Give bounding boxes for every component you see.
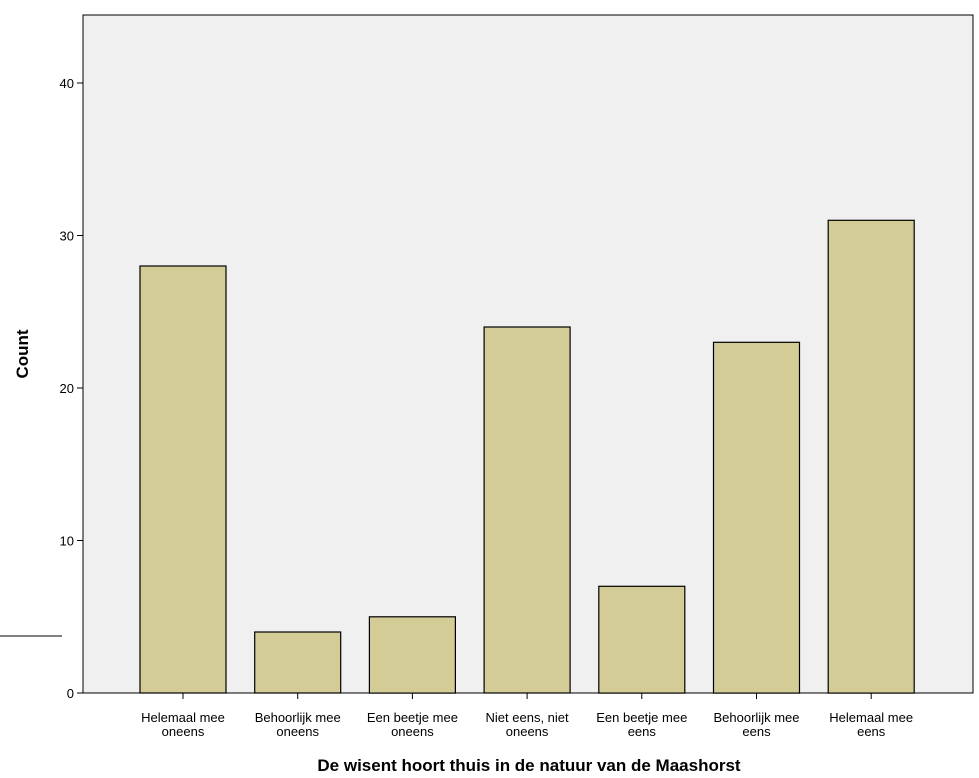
x-tick-label-line: Behoorlijk mee bbox=[255, 710, 341, 725]
bar bbox=[483, 326, 571, 694]
x-tick-label: Helemaal mee oneens bbox=[141, 710, 225, 739]
y-tick-label: 40 bbox=[60, 76, 74, 91]
x-tick-label-line: oneens bbox=[162, 724, 205, 739]
y-axis-title: Count bbox=[13, 329, 32, 378]
y-tick-label: 10 bbox=[60, 534, 74, 549]
bar bbox=[254, 631, 342, 694]
x-axis-title: De wisent hoort thuis in de natuur van d… bbox=[317, 756, 741, 775]
bar bbox=[139, 265, 227, 694]
y-tick-label: 20 bbox=[60, 381, 74, 396]
x-tick-label-line: eens bbox=[857, 724, 886, 739]
x-tick-label: Helemaal mee eens bbox=[829, 710, 913, 739]
x-tick-label: Niet eens, niet oneens bbox=[486, 710, 569, 739]
y-axis: 0 10 20 30 40 bbox=[60, 76, 83, 701]
bar bbox=[712, 341, 801, 694]
bar bbox=[598, 585, 686, 694]
y-tick-label: 30 bbox=[60, 229, 74, 244]
bar bbox=[368, 616, 456, 694]
x-tick-label-line: Een beetje mee bbox=[596, 710, 687, 725]
x-tick-label-line: oneens bbox=[506, 724, 549, 739]
x-tick-label-line: oneens bbox=[276, 724, 319, 739]
x-tick-label-line: eens bbox=[742, 724, 771, 739]
bars-group bbox=[139, 219, 915, 694]
bar bbox=[827, 219, 915, 694]
x-tick-label: Een beetje mee eens bbox=[596, 710, 687, 739]
x-tick-label-line: Helemaal mee bbox=[141, 710, 225, 725]
x-tick-label-line: Helemaal mee bbox=[829, 710, 913, 725]
x-tick-label-line: Niet eens, niet bbox=[486, 710, 569, 725]
x-tick-label-line: Een beetje mee bbox=[367, 710, 458, 725]
x-tick-label-line: Behoorlijk mee bbox=[714, 710, 800, 725]
x-tick-label: Een beetje mee oneens bbox=[367, 710, 458, 739]
x-tick-label: Behoorlijk mee eens bbox=[714, 710, 800, 739]
x-tick-label: Behoorlijk mee oneens bbox=[255, 710, 341, 739]
y-tick-label: 0 bbox=[67, 686, 74, 701]
x-tick-label-line: oneens bbox=[391, 724, 434, 739]
x-tick-label-line: eens bbox=[628, 724, 657, 739]
